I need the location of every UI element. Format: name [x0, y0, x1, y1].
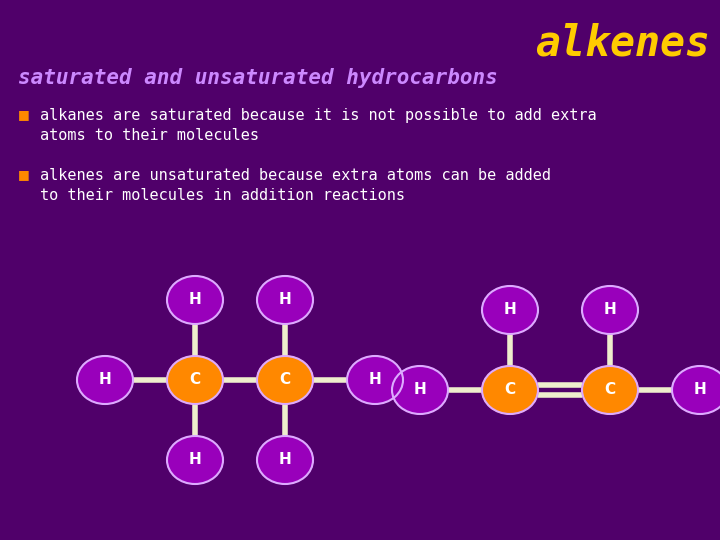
Ellipse shape: [347, 356, 403, 404]
Text: H: H: [603, 302, 616, 318]
Text: C: C: [505, 382, 516, 397]
Text: H: H: [693, 382, 706, 397]
Text: H: H: [99, 373, 112, 388]
Text: H: H: [279, 453, 292, 468]
Text: H: H: [503, 302, 516, 318]
Text: alkenes: alkenes: [535, 22, 710, 64]
Ellipse shape: [257, 356, 313, 404]
Text: to their molecules in addition reactions: to their molecules in addition reactions: [40, 188, 405, 203]
Ellipse shape: [482, 366, 538, 414]
Text: ■: ■: [18, 108, 30, 121]
Ellipse shape: [167, 276, 223, 324]
Ellipse shape: [672, 366, 720, 414]
Text: ■: ■: [18, 168, 30, 181]
Text: H: H: [369, 373, 382, 388]
Text: H: H: [189, 293, 202, 307]
Ellipse shape: [482, 286, 538, 334]
Text: H: H: [189, 453, 202, 468]
Text: C: C: [189, 373, 201, 388]
Text: C: C: [279, 373, 291, 388]
Text: saturated and unsaturated hydrocarbons: saturated and unsaturated hydrocarbons: [18, 68, 498, 88]
Ellipse shape: [257, 276, 313, 324]
Ellipse shape: [77, 356, 133, 404]
Text: H: H: [279, 293, 292, 307]
Ellipse shape: [257, 436, 313, 484]
Ellipse shape: [582, 366, 638, 414]
Text: alkenes are unsaturated because extra atoms can be added: alkenes are unsaturated because extra at…: [40, 168, 551, 183]
Text: C: C: [604, 382, 616, 397]
Ellipse shape: [392, 366, 448, 414]
Text: H: H: [413, 382, 426, 397]
Ellipse shape: [582, 286, 638, 334]
Ellipse shape: [167, 356, 223, 404]
Text: alkanes are saturated because it is not possible to add extra: alkanes are saturated because it is not …: [40, 108, 597, 123]
Text: atoms to their molecules: atoms to their molecules: [40, 128, 259, 143]
Ellipse shape: [167, 436, 223, 484]
